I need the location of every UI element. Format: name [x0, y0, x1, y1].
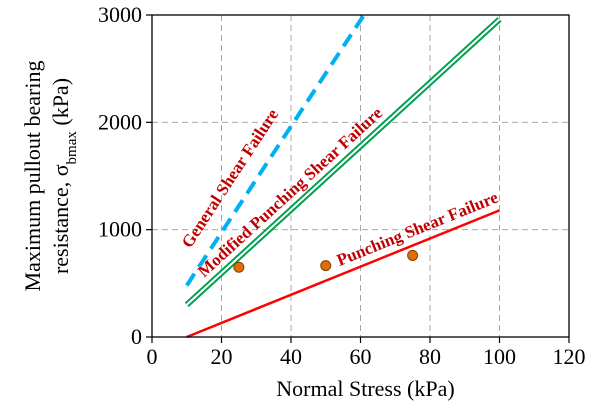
general-shear-failure-line [185, 13, 366, 287]
x-tick-label: 20 [211, 344, 233, 369]
tick-labels: 0 20 40 60 80 100 120 0 1000 2000 3000 [98, 2, 586, 369]
x-tick-label: 60 [350, 344, 372, 369]
x-axis-title: Normal Stress (kPa) [276, 376, 454, 401]
y-tick-label: 1000 [98, 217, 142, 242]
x-tick-label: 100 [483, 344, 516, 369]
y-axis-title: Maximum pullout bearing resistance, σbma… [20, 61, 80, 292]
y-tick-label: 0 [131, 324, 142, 349]
grid [152, 15, 569, 337]
series-layer [184, 13, 502, 339]
y-axis-title-suffix: (kPa) [48, 78, 73, 131]
y-axis-title-prefix: resistance, σ [48, 164, 73, 274]
punching-shear-failure-line [186, 209, 500, 339]
y-tick-label: 3000 [98, 2, 142, 27]
data-points [233, 249, 419, 273]
y-axis-title-subscript: bmax [64, 131, 80, 165]
y-axis-title-line-2: resistance, σbmax (kPa) [48, 78, 80, 274]
x-tick-label: 0 [147, 344, 158, 369]
data-point [233, 261, 245, 273]
x-tick-label: 40 [280, 344, 302, 369]
x-tick-label: 120 [553, 344, 586, 369]
data-point [407, 249, 419, 261]
y-axis-title-line-1: Maximum pullout bearing [20, 61, 45, 292]
modified-punching-shear-failure-line-inner [186, 18, 501, 306]
y-tick-label: 2000 [98, 109, 142, 134]
x-tick-label: 80 [419, 344, 441, 369]
data-point [320, 260, 332, 272]
